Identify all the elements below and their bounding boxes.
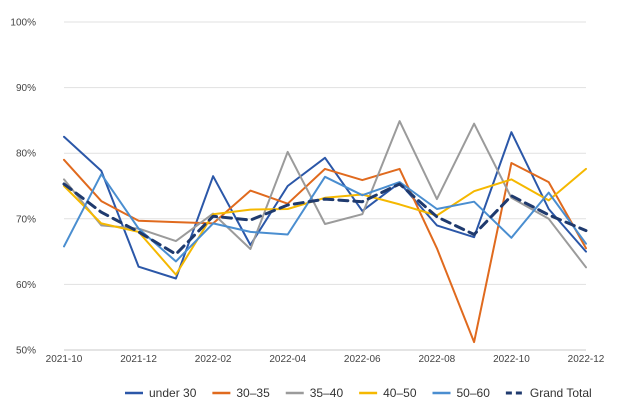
x-tick-label: 2021-10 — [46, 354, 83, 365]
series-line-50-60 — [63, 173, 587, 263]
x-tick-label: 2022-12 — [568, 354, 605, 365]
series-line-grand-total — [62, 182, 588, 256]
x-tick-label: 2021-12 — [120, 354, 157, 365]
legend: under 30 30–35 35–40 40–50 50–60 Grand Total — [125, 386, 592, 400]
legend-label: 35–40 — [310, 386, 344, 400]
x-tick-label: 2022-08 — [419, 354, 456, 365]
series-line-35-40 — [63, 120, 587, 269]
y-axis-ticks: 50% 60% 70% 80% 90% 100% — [10, 18, 36, 357]
series-line-30-35 — [63, 158, 587, 344]
y-tick-label: 50% — [16, 346, 36, 357]
gridlines — [64, 21, 586, 351]
legend-label: Grand Total — [530, 386, 592, 400]
y-tick-label: 90% — [16, 83, 36, 94]
x-axis-ticks: 2021-10 2021-12 2022-02 2022-04 2022-06 2022-… — [46, 354, 605, 365]
series-lines — [62, 120, 588, 344]
x-tick-label: 2022-02 — [195, 354, 232, 365]
series-line-under-30 — [63, 131, 587, 280]
x-tick-label: 2022-04 — [269, 354, 306, 365]
legend-label: 40–50 — [383, 386, 417, 400]
x-tick-label: 2022-06 — [344, 354, 381, 365]
y-tick-label: 60% — [16, 280, 36, 291]
legend-label: 50–60 — [457, 386, 491, 400]
legend-label: under 30 — [149, 386, 197, 400]
y-tick-label: 70% — [16, 214, 36, 225]
x-tick-label: 2022-10 — [493, 354, 530, 365]
y-tick-label: 100% — [10, 18, 36, 29]
y-tick-label: 80% — [16, 149, 36, 160]
legend-label: 30–35 — [236, 386, 270, 400]
